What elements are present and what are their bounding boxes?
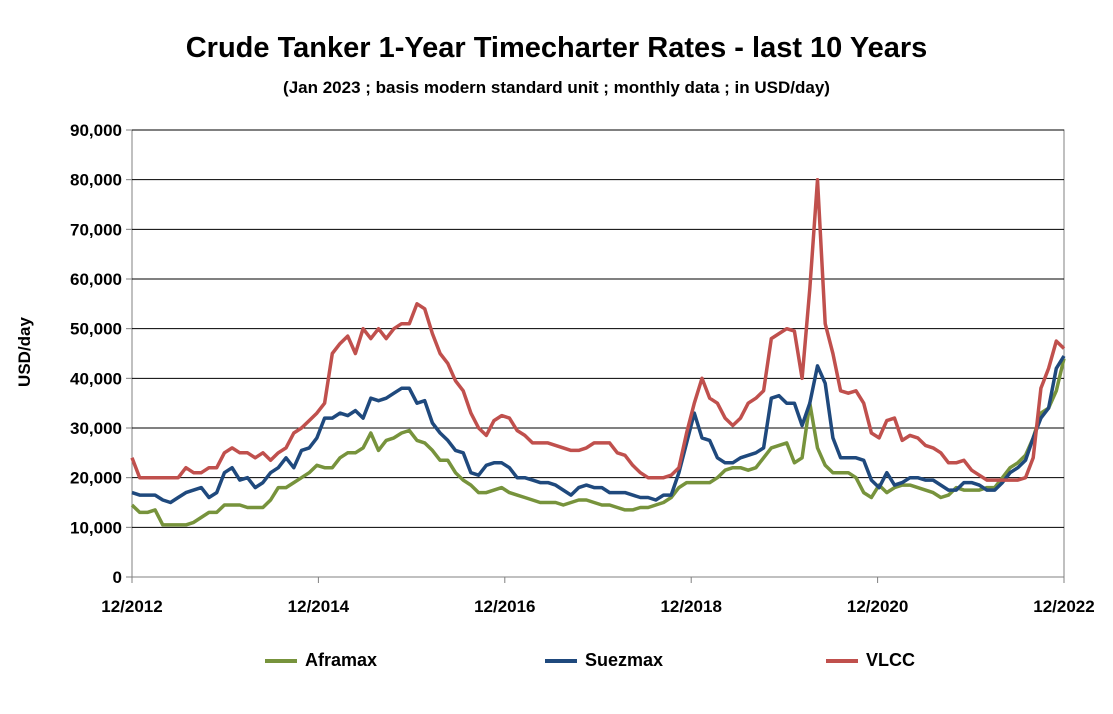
x-tick-labels: 12/2012 12/2014 12/2016 12/2018 12/2020 12/20… [101, 597, 1094, 616]
y-tick-labels: 0 10,000 20,000 30,000 40,000 50,000 60,000 70,… [70, 121, 122, 587]
y-tick-label: 70,000 [70, 220, 122, 239]
legend-label: VLCC [866, 650, 915, 670]
chart-legend: Aframax Suezmax VLCC [0, 650, 1113, 674]
series-line-aframax [130, 358, 1066, 527]
y-tick-label: 0 [113, 568, 122, 587]
series-line-suezmax [131, 355, 1066, 505]
x-tick-label: 12/2018 [660, 597, 721, 616]
series-line-vlcc [130, 177, 1066, 482]
y-tick-label: 60,000 [70, 270, 122, 289]
x-tick-label: 12/2016 [474, 597, 535, 616]
legend-swatch [826, 658, 858, 663]
legend-label: Aframax [305, 650, 378, 670]
y-tick-label: 90,000 [70, 121, 122, 140]
y-tick-label: 80,000 [70, 171, 122, 190]
series-lines [130, 177, 1066, 527]
y-tick-label: 40,000 [70, 369, 122, 388]
legend-label: Suezmax [585, 650, 664, 670]
grid-lines [126, 129, 1065, 583]
x-tick-label: 12/2020 [847, 597, 908, 616]
x-tick-label: 12/2014 [288, 597, 350, 616]
chart-subtitle: (Jan 2023 ; basis modern standard unit ;… [283, 78, 830, 97]
line-chart: 0 10,000 20,000 30,000 40,000 50,000 60,000 70,… [15, 121, 1095, 616]
chart-title: Crude Tanker 1-Year Timecharter Rates - … [185, 32, 928, 64]
legend-item-vlcc: VLCC [826, 650, 915, 671]
legend-swatch [265, 658, 297, 663]
legend-swatch [545, 658, 577, 663]
y-axis-label: USD/day [15, 317, 34, 387]
legend-item-aframax: Aframax [265, 650, 377, 671]
plot-area-frame [131, 129, 1065, 578]
x-tick-label: 12/2012 [101, 597, 162, 616]
y-tick-label: 10,000 [70, 518, 122, 537]
y-tick-label: 30,000 [70, 419, 122, 438]
y-tick-label: 50,000 [70, 320, 122, 339]
y-tick-label: 20,000 [70, 469, 122, 488]
legend-item-suezmax: Suezmax [545, 650, 663, 671]
x-tick-label: 12/2022 [1033, 597, 1094, 616]
